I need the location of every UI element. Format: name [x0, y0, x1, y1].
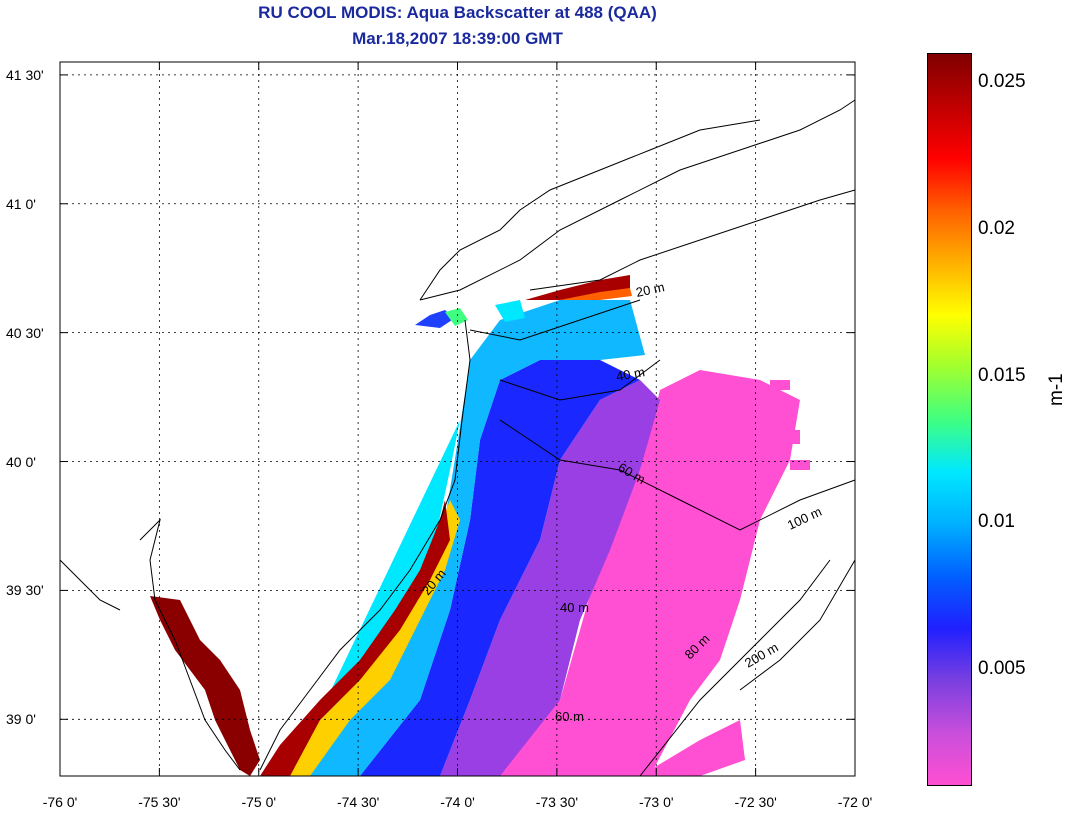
- backscatter-field: [150, 275, 810, 776]
- colorbar-tick-label: 0.015: [978, 364, 1026, 386]
- longitude-tick-label: -74 0': [440, 794, 475, 810]
- map-subtitle: Mar.18,2007 18:39:00 GMT: [352, 29, 563, 48]
- graticule: [60, 62, 855, 776]
- latitude-tick-label: 40 0': [6, 453, 36, 470]
- longitude-tick-label: -75 30': [138, 794, 181, 810]
- longitude-tick-label: -74 30': [336, 794, 380, 810]
- colorbar-tick-label: 0.01: [978, 511, 1015, 533]
- isobath-label: 40 m: [560, 600, 589, 615]
- colorbar-tick-label: 0.025: [978, 71, 1026, 93]
- latitude-tick-label: 41 30': [6, 66, 44, 83]
- longitude-tick-label: -73 0': [638, 794, 674, 810]
- longitude-tick-label: -72 30': [734, 794, 777, 810]
- isobath-label: 60 m: [555, 709, 584, 724]
- isobath-label: 20 m: [635, 279, 666, 300]
- isobaths: [469, 299, 856, 777]
- isobath-label: 100 m: [785, 504, 824, 533]
- colorbar: [927, 53, 972, 786]
- longitude-tick-label: -72 0': [837, 794, 873, 810]
- latitude-tick-label: 40 30': [6, 324, 44, 341]
- colorbar-tick-label: 0.02: [978, 217, 1015, 239]
- coastlines: [59, 99, 856, 771]
- map-title: RU COOL MODIS: Aqua Backscatter at 488 (…: [258, 3, 657, 22]
- longitude-tick-label: -75 0': [241, 794, 277, 810]
- longitude-tick-label: -73 30': [535, 794, 579, 810]
- longitude-tick-label: -76 0': [42, 794, 78, 810]
- latitude-tick-label: 39 30': [6, 582, 44, 599]
- axis-ticks: [59, 62, 856, 776]
- isobath-label: 200 m: [742, 640, 781, 671]
- isobath-label: 40 m: [615, 364, 646, 384]
- latitude-tick-label: 41 0': [6, 195, 36, 212]
- latitude-tick-label: 39 0': [6, 711, 36, 728]
- colorbar-unit: m-1: [1046, 373, 1067, 406]
- colorbar-tick-label: 0.005: [978, 657, 1026, 679]
